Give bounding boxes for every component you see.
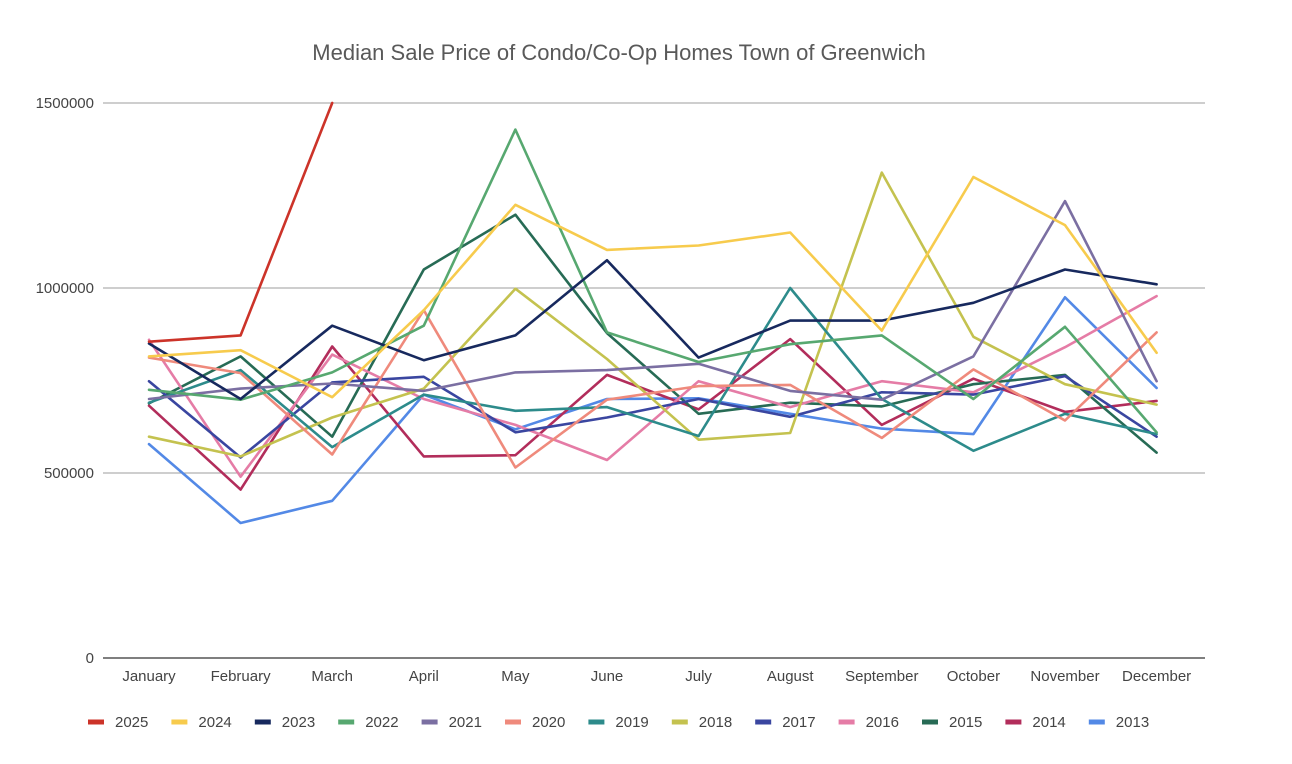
legend-item-2019: 2019 — [588, 714, 649, 731]
x-tick-label: November — [1030, 668, 1099, 685]
y-tick-label: 1000000 — [36, 280, 94, 297]
legend-swatch — [838, 719, 855, 725]
x-tick-label: February — [211, 668, 272, 685]
y-axis-tick-labels: 0 500000 1000000 1500000 — [36, 95, 94, 667]
series-line-2014 — [147, 337, 1158, 491]
legend-label: 2025 — [115, 714, 148, 731]
legend-label: 2023 — [282, 714, 315, 731]
x-tick-label: July — [685, 668, 712, 685]
legend-item-2014: 2014 — [1005, 714, 1066, 731]
series-line-2022 — [147, 128, 1158, 434]
x-tick-label: April — [409, 668, 439, 685]
legend-swatch — [588, 719, 605, 725]
legend-swatch — [1005, 719, 1022, 725]
chart-title: Median Sale Price of Condo/Co-Op Homes T… — [312, 40, 925, 65]
legend-item-2021: 2021 — [421, 714, 482, 731]
legend-label: 2016 — [866, 714, 899, 731]
legend-swatch — [421, 719, 438, 725]
legend-label: 2020 — [532, 714, 565, 731]
legend-label: 2017 — [782, 714, 815, 731]
legend-swatch — [505, 719, 521, 725]
legend-label: 2014 — [1032, 714, 1065, 731]
x-tick-label: March — [311, 668, 353, 685]
legend-item-2023: 2023 — [254, 714, 315, 731]
legend-swatch — [1088, 719, 1105, 725]
legend-item-2015: 2015 — [922, 714, 982, 731]
legend: 2025 2024 2023 2022 2021 2020 2019 2018 2017 2016… — [88, 714, 1149, 731]
legend-label: 2019 — [615, 714, 648, 731]
x-axis-tick-labels: January February March April May June July Augu… — [122, 668, 1191, 685]
legend-item-2018: 2018 — [671, 714, 732, 731]
legend-label: 2021 — [449, 714, 482, 731]
legend-swatch — [171, 719, 188, 725]
series-line-2020 — [147, 308, 1158, 469]
x-tick-label: January — [122, 668, 176, 685]
legend-swatch — [254, 719, 271, 725]
y-tick-label: 1500000 — [36, 95, 94, 112]
legend-item-2017: 2017 — [755, 714, 816, 731]
x-tick-label: May — [501, 668, 530, 685]
series-line-2019 — [147, 286, 1158, 453]
legend-swatch — [922, 719, 938, 725]
gridlines — [103, 102, 1205, 659]
legend-label: 2018 — [699, 714, 732, 731]
series-line-2024 — [147, 175, 1158, 399]
x-tick-label: December — [1122, 668, 1191, 685]
x-tick-label: August — [767, 668, 815, 685]
legend-swatch — [88, 719, 104, 725]
legend-item-2022: 2022 — [338, 714, 399, 731]
series-line-2023 — [147, 258, 1158, 401]
legend-label: 2015 — [949, 714, 982, 731]
series-line-2018 — [147, 171, 1158, 458]
legend-item-2025: 2025 — [88, 714, 148, 731]
series-line-2015 — [147, 213, 1158, 454]
legend-swatch — [671, 719, 688, 725]
series-line-2025 — [147, 101, 334, 344]
series-line-2021 — [147, 199, 1158, 402]
legend-item-2013: 2013 — [1088, 714, 1149, 731]
legend-swatch — [338, 719, 355, 725]
legend-label: 2024 — [198, 714, 231, 731]
x-tick-label: October — [947, 668, 1000, 685]
x-tick-label: June — [591, 668, 624, 685]
y-tick-label: 0 — [86, 650, 94, 667]
legend-item-2020: 2020 — [505, 714, 565, 731]
legend-label: 2013 — [1116, 714, 1149, 731]
legend-label: 2022 — [365, 714, 398, 731]
legend-item-2016: 2016 — [838, 714, 899, 731]
series-lines — [147, 101, 1158, 525]
legend-item-2024: 2024 — [171, 714, 232, 731]
series-line-2017 — [147, 374, 1158, 459]
y-tick-label: 500000 — [44, 465, 94, 482]
x-tick-label: September — [845, 668, 918, 685]
legend-swatch — [755, 719, 772, 725]
